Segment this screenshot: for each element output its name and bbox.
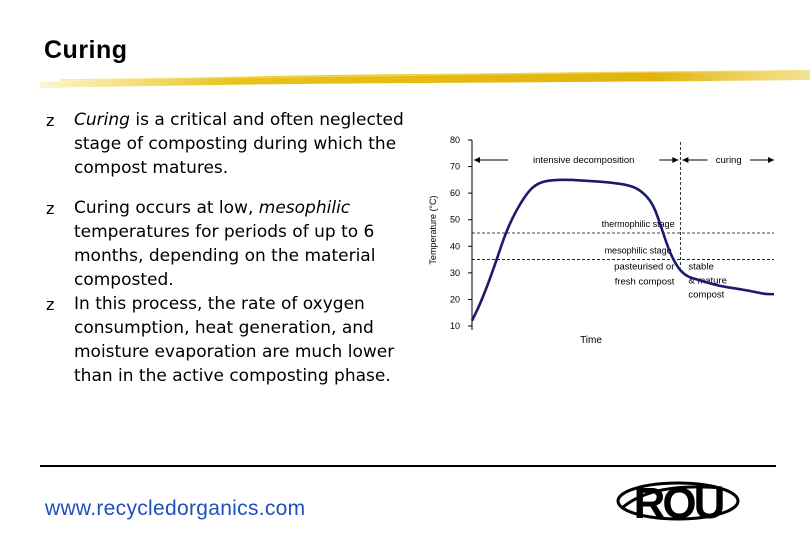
bullet-list: z Curing is a critical and often neglect… xyxy=(46,108,406,388)
y-tick-label: 80 xyxy=(450,135,460,145)
svg-text:ROU: ROU xyxy=(634,479,724,528)
y-tick-label: 50 xyxy=(450,215,460,225)
annotation-label: stable xyxy=(688,262,713,273)
y-tick-label: 40 xyxy=(450,241,460,251)
temperature-curve xyxy=(470,178,774,322)
threshold-label: mesophilic stage xyxy=(605,246,672,256)
bullet-symbol: z xyxy=(46,295,55,314)
phase-arrow-head xyxy=(672,157,679,163)
bullet-item: z In this process, the rate of oxygen co… xyxy=(46,292,406,388)
y-tick-label: 70 xyxy=(450,162,460,172)
bullet-text: In this process, the rate of oxygen cons… xyxy=(74,294,395,386)
slide-title: Curing xyxy=(44,36,128,64)
x-axis-label: Time xyxy=(580,335,602,346)
bullet-text: is a critical and often neglected stage … xyxy=(74,110,404,178)
footer-divider xyxy=(40,465,776,467)
threshold-label: thermophilic stage xyxy=(602,219,675,229)
phase-arrow-head xyxy=(682,157,689,163)
bullet-text: temperatures for periods of up to 6 mont… xyxy=(74,222,376,290)
y-tick-label: 10 xyxy=(450,321,460,331)
bullet-text-italic: mesophilic xyxy=(258,198,351,218)
bullet-text-italic: Curing xyxy=(74,110,130,130)
phase-label: intensive decomposition xyxy=(533,155,634,166)
footer-url-link[interactable]: www.recycledorganics.com xyxy=(45,497,306,520)
bullet-item: z Curing is a critical and often neglect… xyxy=(46,108,406,180)
temperature-chart: Temperature (°C) Time 80 70 60 50 40 30 20 10 th… xyxy=(428,135,774,346)
phase-label: curing xyxy=(716,155,742,166)
bullet-symbol: z xyxy=(46,199,55,218)
phase-arrow-head xyxy=(474,157,480,163)
annotation-label: fresh compost xyxy=(615,277,675,288)
annotation-label: compost xyxy=(688,290,724,301)
bullet-item: z Curing occurs at low, mesophilic tempe… xyxy=(46,196,406,292)
bullet-text: Curing occurs at low, xyxy=(74,198,259,218)
y-tick-label: 60 xyxy=(450,188,460,198)
y-axis-label: Temperature (°C) xyxy=(428,195,438,264)
phase-arrow-head xyxy=(768,157,774,163)
annotation-label: pasteurised or xyxy=(614,262,674,273)
annotation-label: & mature xyxy=(688,276,727,287)
y-tick-label: 30 xyxy=(450,268,460,278)
bullet-symbol: z xyxy=(46,111,55,130)
title-underline-stroke xyxy=(40,70,810,88)
y-tick-label: 20 xyxy=(450,294,460,304)
rou-logo: ROU xyxy=(616,479,740,528)
